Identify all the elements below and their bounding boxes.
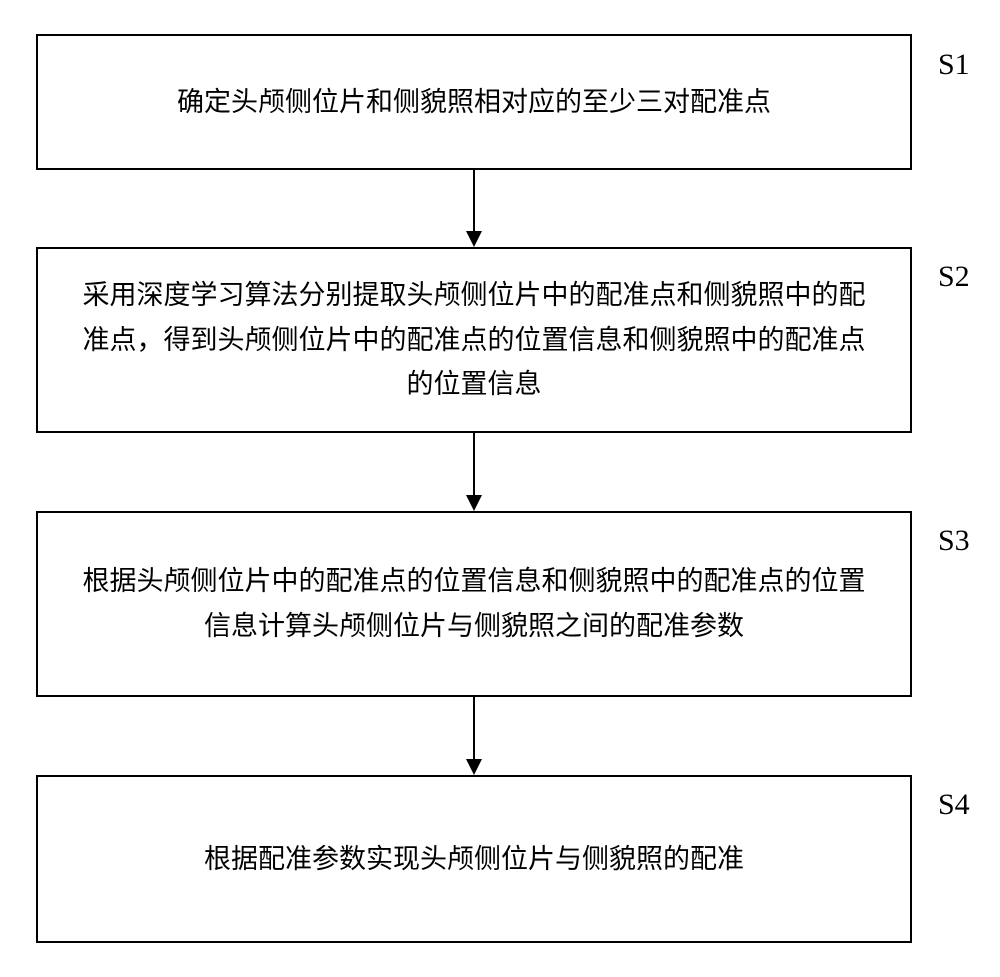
- arrow-s3-s4-head: [466, 759, 482, 775]
- step-label-s3: S3: [938, 524, 970, 558]
- step-box-s3: 根据头颅侧位片中的配准点的位置信息和侧貌照中的配准点的位置信息计算头颅侧位片与侧…: [36, 511, 912, 697]
- flowchart-canvas: 确定头颅侧位片和侧貌照相对应的至少三对配准点 S1 采用深度学习算法分别提取头颅…: [0, 0, 1000, 977]
- arrow-s1-s2-head: [466, 231, 482, 247]
- step-label-s4: S4: [938, 788, 970, 822]
- step-text-s3: 根据头颅侧位片中的配准点的位置信息和侧貌照中的配准点的位置信息计算头颅侧位片与侧…: [70, 559, 878, 648]
- step-box-s1: 确定头颅侧位片和侧貌照相对应的至少三对配准点: [36, 34, 912, 170]
- step-text-s2: 采用深度学习算法分别提取头颅侧位片中的配准点和侧貌照中的配准点，得到头颅侧位片中…: [70, 273, 878, 407]
- step-box-s2: 采用深度学习算法分别提取头颅侧位片中的配准点和侧貌照中的配准点，得到头颅侧位片中…: [36, 247, 912, 433]
- arrow-s2-s3-head: [466, 495, 482, 511]
- arrow-s2-s3-line: [473, 433, 475, 495]
- step-label-s1: S1: [938, 48, 970, 82]
- step-box-s4: 根据配准参数实现头颅侧位片与侧貌照的配准: [36, 775, 912, 943]
- step-text-s1: 确定头颅侧位片和侧貌照相对应的至少三对配准点: [177, 80, 771, 125]
- arrow-s3-s4-line: [473, 697, 475, 759]
- arrow-s1-s2-line: [473, 170, 475, 231]
- step-label-s2: S2: [938, 260, 970, 294]
- step-text-s4: 根据配准参数实现头颅侧位片与侧貌照的配准: [204, 837, 744, 882]
